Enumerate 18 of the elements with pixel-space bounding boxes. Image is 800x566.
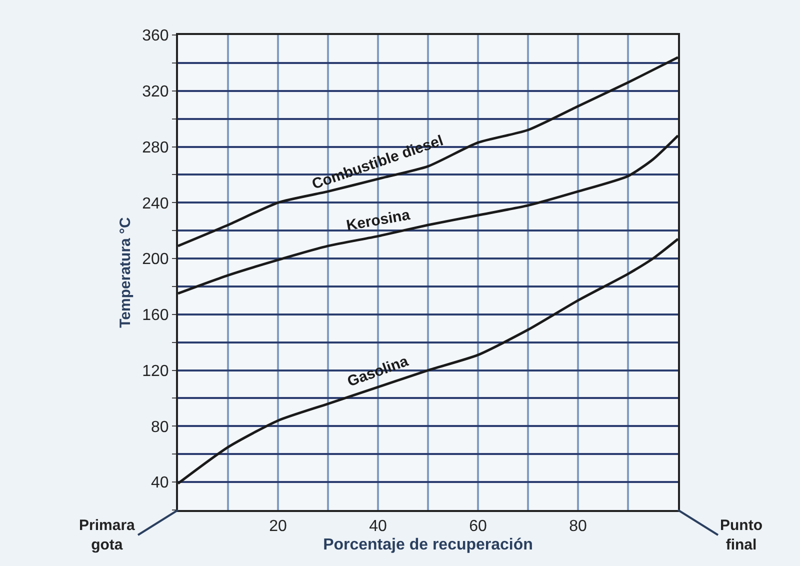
- y-tick-label: 240: [142, 195, 169, 212]
- y-axis-title: Temperatura °C: [116, 216, 134, 328]
- text: Punto final: [720, 517, 762, 554]
- x-axis-title: Porcentaje de recuperación: [323, 536, 533, 554]
- y-tick-label: 160: [142, 307, 169, 324]
- text: Primara gota: [79, 517, 136, 554]
- x-tick-label: 80: [569, 518, 587, 536]
- text: Kerosina: [345, 206, 412, 234]
- y-tick-label: 200: [142, 251, 169, 268]
- y-tick-label: 80: [151, 418, 169, 436]
- y-tick-label: 280: [142, 139, 169, 156]
- y-tick-label: 360: [142, 28, 169, 45]
- y-tick-label: 320: [142, 83, 169, 100]
- x-tick-label: 20: [269, 518, 287, 536]
- x-tick-label: 60: [469, 518, 487, 536]
- x-tick-label: 40: [369, 518, 387, 536]
- y-tick-label: 120: [142, 362, 169, 380]
- y-tick-label: 40: [151, 474, 169, 492]
